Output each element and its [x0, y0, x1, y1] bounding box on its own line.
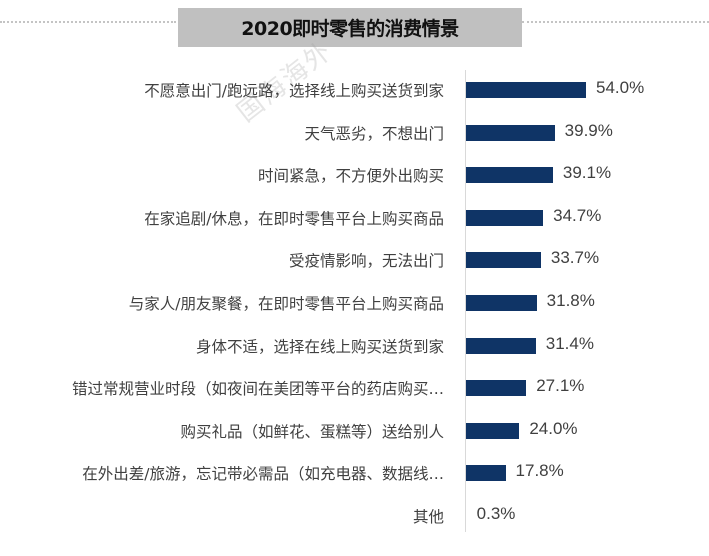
bar-row: 购买礼品（如鲜花、蛋糕等）送给别人 24.0%	[0, 416, 709, 446]
bar	[466, 167, 553, 184]
bar	[466, 380, 527, 397]
value-label: 31.4%	[545, 333, 594, 353]
category-label: 在外出差/旅游，忘记带必需品（如充电器、数据线…	[82, 465, 444, 484]
bar-row: 在外出差/旅游，忘记带必需品（如充电器、数据线… 17.8%	[0, 458, 709, 488]
category-label: 时间紧急，不方便外出购买	[257, 167, 444, 186]
bar-row: 与家人/朋友聚餐，在即时零售平台上购买商品 31.8%	[0, 288, 709, 318]
value-label: 39.9%	[564, 120, 613, 140]
bar-row: 不愿意出门/跑远路，选择线上购买送货到家 54.0%	[0, 75, 709, 105]
bar-row: 身体不适，选择在线上购买送货到家 31.4%	[0, 331, 709, 361]
category-axis-line	[465, 70, 466, 532]
bar-row: 时间紧急，不方便外出购买 39.1%	[0, 160, 709, 190]
bar-row: 在家追剧/休息，在即时零售平台上购买商品 34.7%	[0, 203, 709, 233]
category-label: 身体不适，选择在线上购买送货到家	[195, 337, 444, 356]
bar-row: 天气恶劣，不想出门 39.9%	[0, 118, 709, 148]
value-label: 31.8%	[546, 291, 595, 310]
bar	[466, 252, 541, 269]
value-label: 24.0%	[529, 418, 578, 438]
category-label: 错过常规营业时段（如夜间在美团等平台的药店购买…	[71, 380, 444, 399]
bar-row: 其他 0.3%	[0, 501, 709, 531]
category-label: 天气恶劣，不想出门	[304, 124, 444, 143]
value-label: 39.1%	[562, 163, 612, 183]
category-label: 不愿意出门/跑远路，选择线上购买送货到家	[144, 82, 444, 100]
bar	[466, 82, 586, 98]
chart-title-box: 2020即时零售的消费情景	[178, 8, 522, 47]
title-dotted-rule-right	[522, 21, 709, 23]
value-label: 54.0%	[596, 78, 645, 97]
value-label: 34.7%	[553, 205, 602, 225]
value-label: 17.8%	[515, 461, 564, 481]
category-label: 购买礼品（如鲜花、蛋糕等）送给别人	[180, 422, 444, 441]
category-label: 与家人/朋友聚餐，在即时零售平台上购买商品	[128, 295, 444, 313]
value-label: 33.7%	[550, 248, 600, 268]
bar	[466, 124, 555, 141]
bar	[466, 465, 506, 482]
title-dotted-rule-left	[0, 21, 176, 23]
bar	[466, 422, 520, 439]
bar-row: 受疫情影响，无法出门 33.7%	[0, 245, 709, 275]
value-label: 0.3%	[476, 504, 516, 523]
value-label: 27.1%	[536, 376, 585, 396]
bar	[466, 295, 537, 311]
chart-title: 2020即时零售的消费情景	[241, 18, 459, 40]
bar	[466, 209, 544, 226]
bar-row: 错过常规营业时段（如夜间在美团等平台的药店购买… 27.1%	[0, 373, 709, 403]
category-label: 在家追剧/休息，在即时零售平台上购买商品	[144, 209, 444, 228]
category-label: 受疫情影响，无法出门	[288, 252, 444, 271]
category-label: 其他	[412, 508, 444, 526]
bar	[466, 337, 536, 354]
